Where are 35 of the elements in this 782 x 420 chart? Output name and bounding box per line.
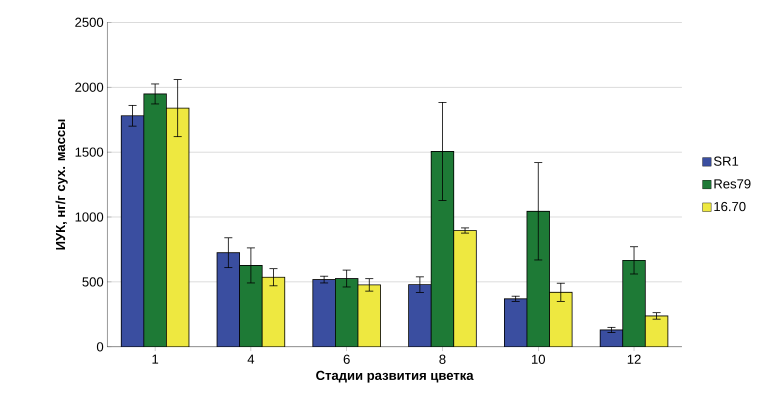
bar — [143, 93, 167, 347]
y-tick-label: 2500 — [75, 18, 104, 27]
x-tick-label: 6 — [344, 354, 350, 364]
bar — [504, 298, 528, 347]
bar — [549, 292, 573, 347]
bar — [312, 279, 336, 347]
x-tick-label: 10 — [532, 354, 546, 364]
bar — [262, 276, 286, 347]
bar — [453, 230, 477, 347]
x-tick-label: 4 — [248, 354, 254, 364]
bar — [120, 115, 144, 347]
bar — [334, 278, 358, 347]
x-tick-label: 1 — [152, 354, 158, 364]
bar — [216, 252, 240, 347]
x-tick-label: 8 — [439, 354, 446, 364]
y-tick-label: 2000 — [75, 82, 104, 92]
bar — [430, 150, 454, 347]
bar — [239, 264, 263, 347]
bar — [644, 315, 668, 347]
bar — [600, 329, 624, 347]
bar — [358, 284, 381, 347]
bar — [526, 210, 550, 347]
x-tick-label: 12 — [628, 354, 641, 364]
bar — [408, 284, 432, 347]
legend-label: 16.70 — [714, 202, 746, 212]
legend-label: Res79 — [714, 179, 751, 188]
bar — [622, 260, 646, 347]
y-tick-label: 1500 — [76, 147, 104, 157]
y-tick-label: 500 — [82, 277, 104, 286]
y-tick-label: 0 — [96, 342, 104, 352]
y-axis-title: ИУК, нг/г сух. массы — [56, 119, 68, 250]
legend-label: SR1 — [714, 156, 738, 166]
y-tick-label: 1000 — [76, 212, 104, 222]
bar — [166, 108, 190, 347]
x-axis-title: Стадии развития цветка — [316, 370, 474, 382]
